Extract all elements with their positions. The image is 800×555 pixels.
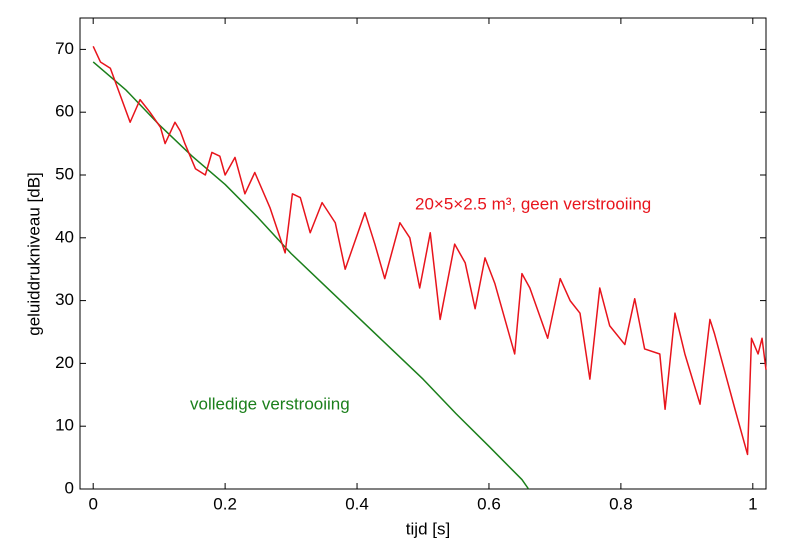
x-tick-label: 0.6 — [477, 494, 501, 513]
y-tick-label: 0 — [65, 478, 74, 497]
y-axis-label: geluiddrukniveau [dB] — [24, 172, 43, 336]
annotation: volledige verstrooiing — [190, 394, 350, 413]
y-tick-label: 30 — [55, 290, 74, 309]
annotation: 20×5×2.5 m³, geen verstrooiing — [415, 194, 651, 213]
data-line — [92, 61, 530, 490]
x-tick-label: 0 — [88, 494, 97, 513]
x-tick-label: 0.8 — [609, 494, 633, 513]
x-axis-label: tijd [s] — [406, 519, 450, 538]
x-tick-label: 0.2 — [213, 494, 237, 513]
plot-frame — [79, 17, 767, 490]
y-tick-label: 70 — [55, 39, 74, 58]
y-tick-label: 60 — [55, 102, 74, 121]
y-tick-label: 10 — [55, 416, 74, 435]
y-tick-label: 50 — [55, 164, 74, 183]
x-tick-label: 0.4 — [345, 494, 369, 513]
data-line — [92, 45, 767, 456]
x-tick-label: 1 — [748, 494, 757, 513]
y-tick-label: 20 — [55, 353, 74, 372]
y-tick-label: 40 — [55, 227, 74, 246]
